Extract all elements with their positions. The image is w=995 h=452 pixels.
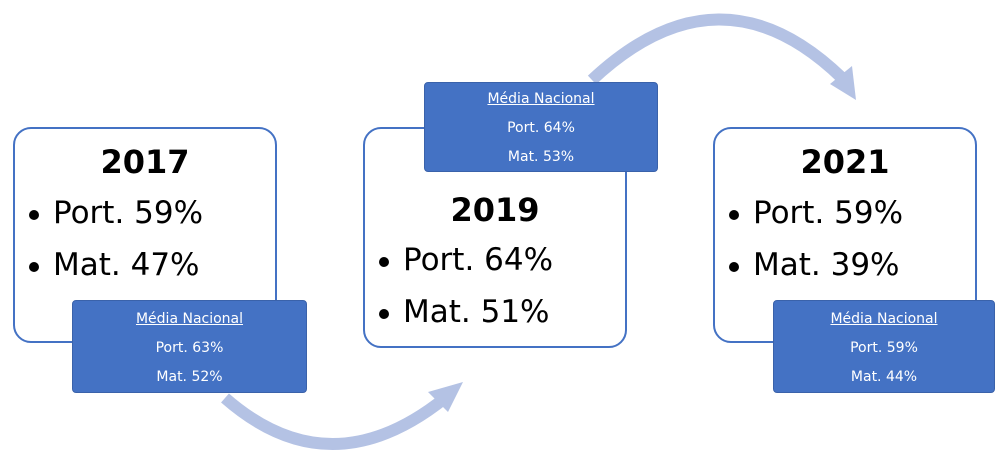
national-title: Média Nacional <box>487 91 595 107</box>
arrowhead-bottom <box>428 382 463 412</box>
year: 2021 <box>800 143 890 181</box>
national-item: Port. 64% <box>507 120 575 136</box>
item: Mat. 51% <box>379 294 550 330</box>
item: Port. 59% <box>729 195 903 231</box>
national-box: Média Nacional Port. 63% Mat. 52% <box>72 300 307 393</box>
year: 2017 <box>100 143 190 181</box>
national-title: Média Nacional <box>830 311 938 327</box>
arrow-bottom <box>221 393 449 450</box>
national-item: Mat. 44% <box>850 369 918 385</box>
national-item: Mat. 52% <box>156 369 223 385</box>
year-box: 2019 Port. 64% Mat. 51% <box>363 127 627 348</box>
arrowhead-top <box>830 66 856 100</box>
national-item: Mat. 53% <box>507 149 575 165</box>
year-box: 2017 Port. 59% Mat. 47% <box>13 127 277 343</box>
item: Mat. 39% <box>729 247 900 283</box>
national-title: Média Nacional <box>135 311 244 327</box>
arrow-top <box>587 13 847 85</box>
year: 2019 <box>450 191 540 229</box>
item: Port. 59% <box>29 195 203 231</box>
national-box: Média Nacional Port. 64% Mat. 53% <box>424 82 658 172</box>
national-item: Port. 59% <box>850 340 918 356</box>
national-box: Média Nacional Port. 59% Mat. 44% <box>773 300 995 393</box>
national-item: Port. 63% <box>155 340 224 356</box>
item: Mat. 47% <box>29 247 200 283</box>
item: Port. 64% <box>379 242 553 278</box>
